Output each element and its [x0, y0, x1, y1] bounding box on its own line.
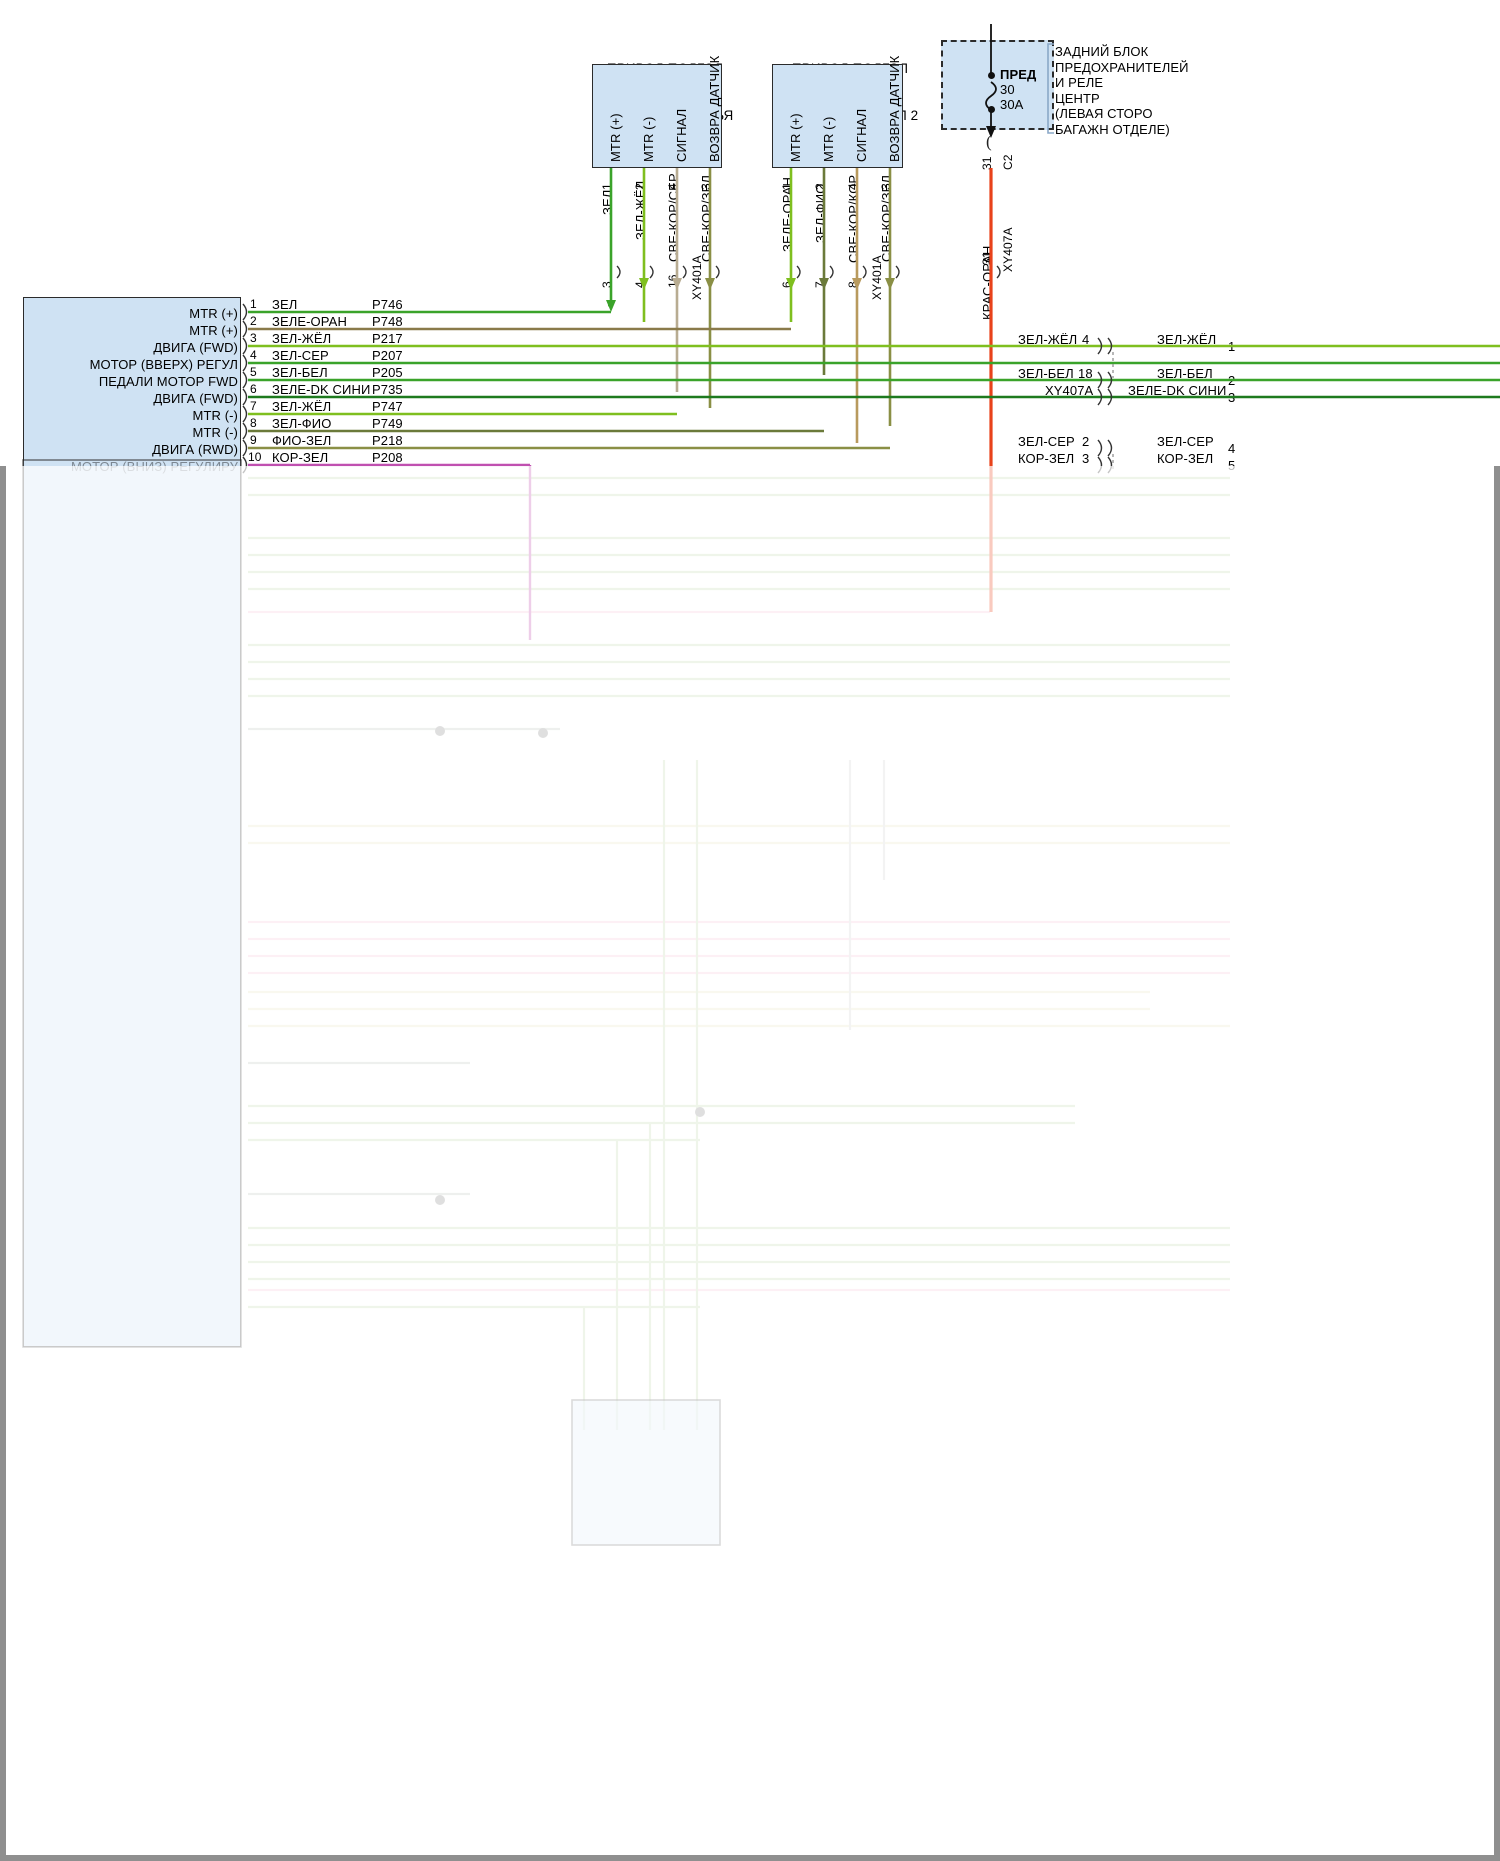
right-row-left-wire-1: ЗЕЛ-ЖЁЛ	[1018, 332, 1078, 347]
right-row-mid-num-2: 18	[1078, 366, 1093, 381]
right-row-right-wire-3: ЗЕЛЕ-DK СИНИ	[1128, 383, 1227, 398]
main-row-code-6: P735	[372, 382, 403, 397]
main-row-wire-8: ЗЕЛ-ФИО	[272, 416, 332, 431]
main-row-code-5: P205	[372, 365, 403, 380]
main-row-label-10: ДВИГА (RWD)	[152, 442, 238, 457]
main-row-wire-6: ЗЕЛЕ-DK СИНИ	[272, 382, 371, 397]
fuse-label: ПРЕД	[1000, 67, 1037, 82]
headrest-1-block[interactable]	[592, 64, 722, 168]
main-row-pin-4: 4	[250, 348, 257, 362]
main-row-pin-1: 1	[250, 297, 257, 311]
main-row-label-4: ДВИГА (FWD)	[153, 340, 238, 355]
right-row-pin-4: 4	[1228, 441, 1236, 456]
rear-fuse-block-note: ЗАДНИЙ БЛОК ПРЕДОХРАНИТЕЛЕЙ И РЕЛЕ ЦЕНТР…	[1055, 44, 1189, 137]
main-row-wire-7: ЗЕЛ-ЖЁЛ	[272, 399, 332, 414]
fuse-rating: 30A	[1000, 97, 1024, 112]
right-row-left-wire-4: ЗЕЛ-СЕР	[1018, 434, 1075, 449]
main-row-code-8: P749	[372, 416, 403, 431]
main-row-label-3: MTR (+)	[189, 323, 238, 338]
main-row-wire-10: КОР-ЗЕЛ	[272, 450, 329, 465]
main-row-label-7: ДВИГА (FWD)	[153, 391, 238, 406]
main-row-pin-8: 8	[250, 416, 257, 430]
main-row-label-2: MTR (+)	[189, 306, 238, 321]
main-row-pin-3: 3	[250, 331, 257, 345]
main-row-pin-5: 5	[250, 365, 257, 379]
main-row-pin-6: 6	[250, 382, 257, 396]
right-row-right-wire-1: ЗЕЛ-ЖЁЛ	[1157, 332, 1217, 347]
right-row-left-wire-2: ЗЕЛ-БЕЛ	[1018, 366, 1074, 381]
headrest-2-block[interactable]	[772, 64, 903, 168]
main-row-wire-2: ЗЕЛЕ-ОРАН	[272, 314, 347, 329]
main-row-code-3: P217	[372, 331, 403, 346]
note-line-2: ПРЕДОХРАНИТЕЛЕЙ	[1055, 59, 1189, 75]
rear-fuse-block[interactable]	[941, 40, 1054, 130]
right-row-mid-num-1: 4	[1082, 332, 1090, 347]
main-row-wire-5: ЗЕЛ-БЕЛ	[272, 365, 328, 380]
battery-connector-glyph: (	[986, 132, 992, 151]
main-row-code-2: P748	[372, 314, 403, 329]
main-row-code-10: P208	[372, 450, 403, 465]
main-row-pin-2: 2	[250, 314, 257, 328]
note-line-6: БАГАЖН ОТДЕЛЕ)	[1055, 121, 1170, 137]
main-row-label-5: МОТОР (ВВЕРХ) РЕГУЛ	[89, 357, 238, 372]
main-row-pin-9: 9	[250, 433, 257, 447]
right-row-mid-num-4: 2	[1082, 434, 1090, 449]
main-row-code-4: P207	[372, 348, 403, 363]
right-row-left-wire-5: КОР-ЗЕЛ	[1018, 451, 1075, 466]
note-line-5: (ЛЕВАЯ СТОРО	[1055, 106, 1153, 121]
main-row-code-9: P218	[372, 433, 403, 448]
fuse-terminal-bottom-dot	[988, 106, 995, 113]
note-line-1: ЗАДНИЙ БЛОК	[1055, 44, 1149, 59]
main-row-wire-9: ФИО-ЗЕЛ	[272, 433, 332, 448]
main-row-label-8: MTR (-)	[192, 408, 238, 423]
note-line-4: ЦЕНТР	[1055, 90, 1100, 106]
main-row-pin-7: 7	[250, 399, 257, 413]
right-row-pin-5: 5	[1228, 458, 1236, 473]
main-row-code-7: P747	[372, 399, 403, 414]
main-row-label-6: ПЕДАЛИ МОТОР FWD	[98, 374, 238, 389]
main-row-label-9: MTR (-)	[192, 425, 238, 440]
main-row-wire-3: ЗЕЛ-ЖЁЛ	[272, 331, 332, 346]
right-row-left-wire-3: XY407A	[1045, 383, 1094, 398]
main-row-code-1: P746	[372, 297, 403, 312]
main-row-wire-1: ЗЕЛ	[272, 297, 298, 312]
fuse-number: 30	[1000, 82, 1015, 97]
right-row-right-wire-2: ЗЕЛ-БЕЛ	[1157, 366, 1213, 381]
fuse-terminal-top-dot	[988, 72, 995, 79]
right-row-right-wire-5: КОР-ЗЕЛ	[1157, 451, 1214, 466]
right-row-mid-num-5: 3	[1082, 451, 1090, 466]
right-row-right-wire-4: ЗЕЛ-СЕР	[1157, 434, 1214, 449]
main-row-wire-4: ЗЕЛ-СЕР	[272, 348, 329, 363]
note-line-3: И РЕЛЕ	[1055, 75, 1104, 90]
main-row-pin-10: 10	[248, 450, 262, 464]
